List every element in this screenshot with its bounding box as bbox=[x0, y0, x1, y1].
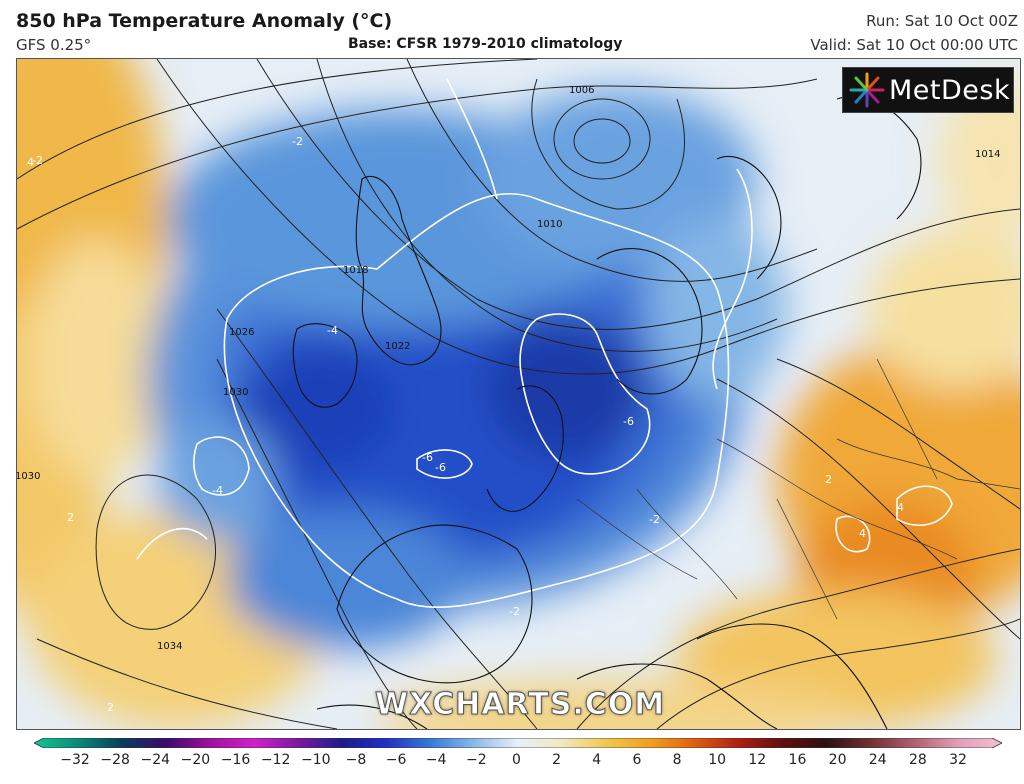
colorbar-tick-label: 32 bbox=[949, 752, 967, 768]
isobar-label: 1018 bbox=[343, 265, 368, 276]
anomaly-label: -4 bbox=[212, 484, 223, 497]
colorbar-tick-label: 28 bbox=[908, 752, 927, 768]
isobar-label: 1030 bbox=[17, 471, 40, 482]
anomaly-label: -6 bbox=[422, 451, 433, 464]
anomaly-label: 2 bbox=[67, 511, 74, 524]
colorbar-tick-label: −24 bbox=[140, 752, 171, 768]
isobar-label: 1006 bbox=[569, 85, 594, 96]
coastlines bbox=[292, 95, 922, 729]
map-canvas: 1006 1010 1014 1018 1026 1022 1030 1030 … bbox=[17, 59, 1020, 729]
anomaly-label: -6 bbox=[435, 461, 446, 474]
colorbar-tick-label: −4 bbox=[425, 752, 447, 768]
anomaly-label: 2 bbox=[825, 473, 832, 486]
colorbar-ticks: −32 −28 −24 −20 −16 −12 −10 −8 −6 −4 −2 0 2 4 6 8 10 12 16… bbox=[0, 752, 1024, 776]
colorbar-tick-label: −20 bbox=[180, 752, 211, 768]
colorbar-tick-label: −6 bbox=[385, 752, 407, 768]
isobar-label: 1030 bbox=[223, 387, 248, 398]
anomaly-label: -2 bbox=[509, 605, 520, 618]
isobar-label: 1010 bbox=[537, 219, 562, 230]
isobar-label: 1022 bbox=[385, 341, 410, 352]
colorbar-tick-label: −8 bbox=[345, 752, 367, 768]
colorbar-tick-label: 20 bbox=[828, 752, 847, 768]
anomaly-label: -6 bbox=[623, 415, 634, 428]
anomaly-label: 2 bbox=[107, 701, 114, 714]
anomaly-contours bbox=[136, 78, 953, 609]
anomaly-label: -2 bbox=[292, 135, 303, 148]
anomaly-label: -4 bbox=[327, 324, 338, 337]
anomaly-label: 4 bbox=[27, 156, 34, 169]
colorbar-tick-label: 4 bbox=[592, 752, 602, 768]
isobar-label: 1034 bbox=[157, 641, 182, 652]
run-time-label: Run: Sat 10 Oct 00Z bbox=[866, 12, 1018, 30]
metdesk-starburst-icon bbox=[849, 72, 885, 108]
colorbar-tick-label: −16 bbox=[220, 752, 251, 768]
colorbar-tick-label: −2 bbox=[466, 752, 487, 768]
isobar-contours bbox=[17, 59, 1020, 729]
anomaly-field bbox=[17, 59, 1020, 729]
colorbar-tick-label: −10 bbox=[301, 752, 331, 768]
anomaly-label: -2 bbox=[32, 154, 43, 167]
metdesk-logo: MetDesk bbox=[842, 67, 1014, 113]
colorbar-tick-label: 8 bbox=[672, 752, 682, 768]
colorbar-tick-label: 12 bbox=[748, 752, 767, 768]
anomaly-label: -2 bbox=[649, 513, 660, 526]
colorbar-tick-label: 6 bbox=[632, 752, 642, 768]
metdesk-logo-text: MetDesk bbox=[889, 74, 1011, 106]
colorbar-gradient bbox=[34, 738, 1002, 748]
valid-time-label: Valid: Sat 10 Oct 00:00 UTC bbox=[810, 36, 1018, 54]
temperature-anomaly-map: 1006 1010 1014 1018 1026 1022 1030 1030 … bbox=[16, 58, 1021, 730]
isobar-label: 1014 bbox=[975, 149, 1000, 160]
colorbar-tick-label: −12 bbox=[260, 752, 291, 768]
isobar-label-group: 1006 1010 1014 1018 1026 1022 1030 1030 … bbox=[17, 85, 1000, 652]
anomaly-label-group: -2 -2 -4 -4 -6 -6 -6 -2 -2 4 4 2 2 2 4 bbox=[27, 135, 904, 714]
climatology-base-label: Base: CFSR 1979-2010 climatology bbox=[348, 36, 623, 52]
colorbar-tick-label: 2 bbox=[552, 752, 562, 768]
colorbar bbox=[34, 738, 1002, 748]
colorbar-tick-label: 0 bbox=[512, 752, 521, 768]
colorbar-tick-label: 24 bbox=[868, 752, 887, 768]
isobar-label: 1026 bbox=[229, 327, 254, 338]
chart-title: 850 hPa Temperature Anomaly (°C) bbox=[16, 10, 393, 32]
colorbar-tick-label: 10 bbox=[708, 752, 727, 768]
colorbar-tick-label: 16 bbox=[788, 752, 807, 768]
country-borders bbox=[576, 358, 1020, 620]
wxcharts-watermark: WXCHARTS.COM bbox=[374, 687, 666, 723]
colorbar-tick-label: −28 bbox=[100, 752, 130, 768]
model-label: GFS 0.25° bbox=[16, 36, 92, 54]
colorbar-tick-label: −32 bbox=[60, 752, 90, 768]
anomaly-label: 4 bbox=[897, 501, 904, 514]
anomaly-label: 4 bbox=[859, 527, 866, 540]
